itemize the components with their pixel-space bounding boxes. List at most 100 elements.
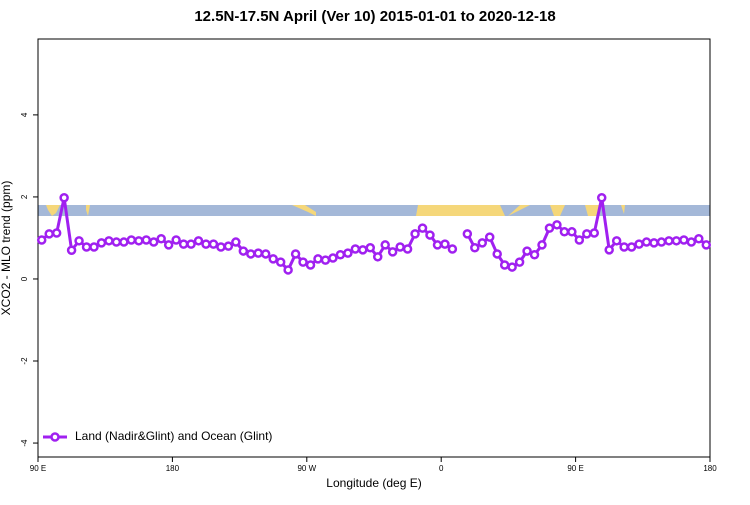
point: [96, 238, 107, 248]
point: [499, 260, 510, 270]
point: [507, 262, 517, 272]
point: [537, 240, 547, 250]
land-patch: [46, 205, 60, 216]
point: [283, 265, 293, 275]
point: [529, 250, 540, 260]
point: [619, 242, 629, 252]
point: [305, 260, 316, 270]
point: [178, 239, 189, 249]
point: [134, 236, 144, 246]
point: [626, 242, 637, 252]
point: [253, 248, 264, 258]
point: [141, 235, 152, 245]
point: [671, 236, 682, 246]
land-patch: [550, 205, 565, 216]
point: [223, 241, 234, 251]
point: [656, 237, 667, 247]
point: [193, 236, 204, 246]
point: [51, 228, 62, 238]
point: [238, 246, 249, 256]
point: [111, 237, 122, 247]
point: [268, 254, 278, 264]
point: [44, 229, 54, 239]
point: [74, 236, 84, 246]
point: [522, 246, 532, 256]
point: [298, 257, 308, 267]
point: [335, 250, 346, 260]
point: [604, 245, 614, 255]
point: [380, 240, 390, 250]
point: [290, 249, 301, 259]
x-tick-label: 180: [703, 464, 717, 473]
point: [641, 237, 652, 247]
point: [552, 220, 562, 230]
chart-title: 12.5N-17.5N April (Ver 10) 2015-01-01 to…: [194, 8, 555, 25]
point: [574, 235, 585, 245]
point: [350, 244, 361, 254]
x-tick-label: 90 E: [567, 464, 583, 473]
land-ocean-strip: [38, 205, 710, 216]
x-tick-label: 90 W: [297, 464, 316, 473]
point: [492, 249, 502, 259]
land-patch: [86, 205, 90, 216]
point: [477, 238, 488, 248]
point: [246, 249, 256, 259]
point: [231, 237, 241, 247]
plot-frame: [37, 38, 711, 458]
point: [447, 244, 458, 254]
point: [36, 235, 47, 245]
point: [163, 240, 174, 250]
legend-marker: [50, 432, 60, 442]
point: [589, 228, 600, 238]
point: [119, 237, 129, 247]
point: [104, 236, 114, 246]
point: [328, 253, 338, 263]
point: [694, 234, 704, 244]
point: [649, 238, 659, 248]
point: [171, 235, 181, 245]
point: [156, 234, 166, 244]
y-tick-label: -2: [20, 357, 29, 365]
y-tick-label: -4: [20, 439, 29, 447]
x-tick-label: 180: [166, 464, 180, 473]
point: [365, 243, 376, 253]
point: [425, 230, 435, 240]
ocean-strip: [38, 205, 710, 216]
point: [582, 229, 592, 239]
point: [387, 247, 398, 257]
point: [216, 242, 226, 252]
point: [81, 242, 92, 252]
point: [664, 236, 674, 246]
point: [59, 192, 69, 203]
land-patch: [621, 205, 625, 214]
point: [514, 257, 525, 267]
point: [186, 239, 196, 249]
y-tick-label: 2: [20, 194, 29, 199]
point: [260, 249, 271, 259]
point: [596, 192, 607, 203]
point: [567, 227, 577, 237]
point: [701, 240, 712, 250]
x-tick-label: 90 E: [30, 464, 46, 473]
point: [66, 245, 77, 256]
point: [201, 239, 211, 249]
point: [417, 223, 428, 233]
point: [410, 229, 420, 239]
y-tick-label: 4: [20, 112, 29, 117]
point: [313, 254, 323, 264]
land-patch: [585, 205, 600, 216]
point: [559, 227, 570, 237]
point: [402, 244, 413, 254]
point: [440, 239, 450, 249]
point: [634, 239, 644, 249]
legend-label: Land (Nadir&Glint) and Ocean (Glint): [75, 429, 272, 443]
land-patch: [508, 205, 530, 216]
point: [686, 237, 697, 247]
point: [611, 236, 622, 246]
x-tick-label: 0: [439, 464, 444, 473]
point: [275, 257, 286, 267]
point: [148, 237, 159, 247]
y-axis-label: XCO2 - MLO trend (ppm): [0, 181, 13, 316]
